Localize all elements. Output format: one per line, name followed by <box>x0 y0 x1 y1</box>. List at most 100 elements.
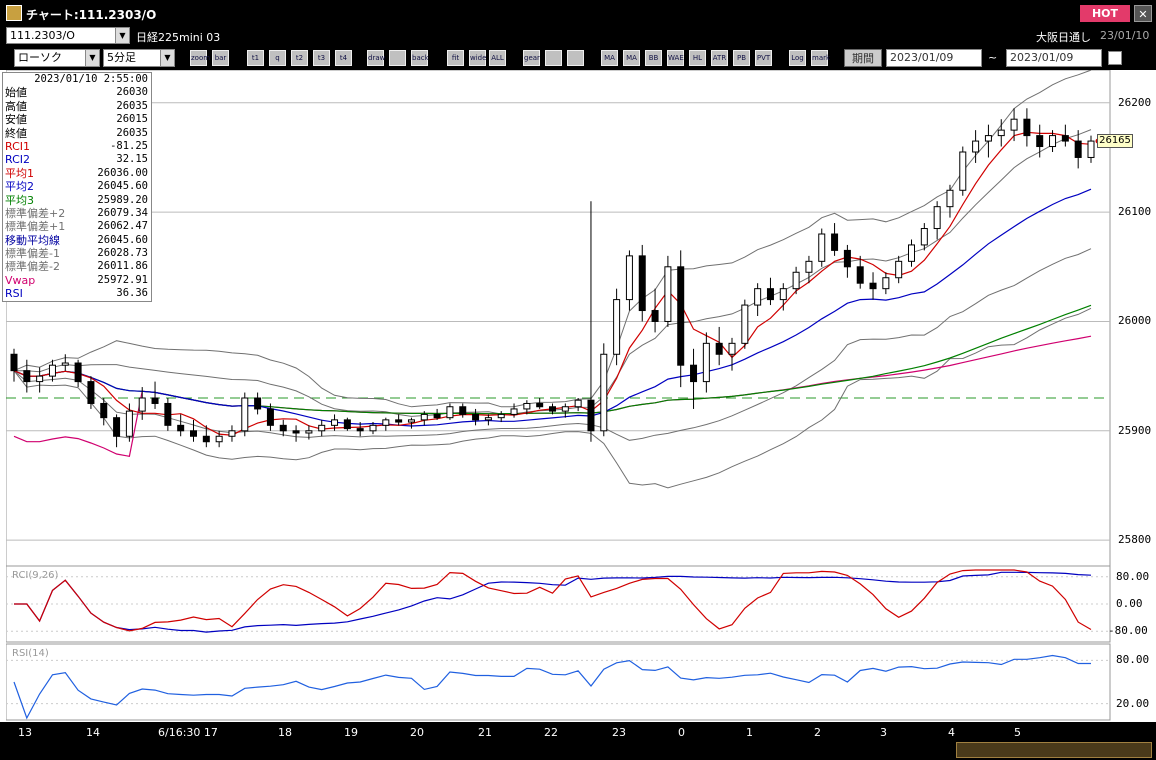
toolbar-t4-button[interactable]: t4 <box>335 50 352 66</box>
candle-body <box>959 151 967 191</box>
chevron-down-icon[interactable]: ▼ <box>160 50 174 66</box>
info-row: 標準偏差-1 26028.73 <box>3 247 151 260</box>
info-label: 標準偏差-2 <box>5 260 60 274</box>
candle-body <box>1023 118 1031 137</box>
candle-body <box>1010 118 1018 131</box>
period-select[interactable]: 5分足 ▼ <box>103 49 175 67</box>
exchange-name: 大阪日通し <box>1036 31 1091 44</box>
candle-body <box>254 397 262 410</box>
period-range-button[interactable]: 期間 <box>844 49 882 67</box>
candle-body <box>61 362 69 366</box>
candle-body <box>754 288 762 306</box>
candle-body <box>574 399 582 408</box>
candle-body <box>241 397 249 432</box>
candle-body <box>382 419 390 426</box>
toolbar-back-button[interactable]: back <box>411 50 429 66</box>
date-to-value: 2023/01/09 <box>1010 51 1074 64</box>
chevron-down-icon[interactable]: ▼ <box>85 50 99 66</box>
toolbar-pvt-button[interactable]: PVT <box>755 50 772 66</box>
candle-body <box>677 266 685 366</box>
toolbar-t2-button[interactable]: t2 <box>291 50 308 66</box>
info-row: 高値 26035 <box>3 100 151 113</box>
toolbar-all-button[interactable]: ALL <box>489 50 506 66</box>
title-bar[interactable]: チャート:111.2303/O HOT ✕ <box>0 0 1156 26</box>
time-axis-label: 14 <box>86 726 100 739</box>
info-value: 26028.73 <box>97 247 148 260</box>
info-label: 平均1 <box>5 166 34 180</box>
candle-body <box>625 255 633 301</box>
candle-body <box>818 233 826 262</box>
date-from-field[interactable]: 2023/01/09 <box>886 49 982 67</box>
close-icon[interactable]: ✕ <box>1134 5 1152 22</box>
info-label: RCI1 <box>5 139 31 153</box>
toolbar-t1-button[interactable]: t1 <box>247 50 264 66</box>
candle-body <box>587 399 595 432</box>
toolbar-cursor-button[interactable] <box>389 50 406 66</box>
window-title: チャート:111.2303/O <box>26 8 157 22</box>
bollinger-lower2-line <box>13 307 1092 489</box>
toolbar-bar-button[interactable]: bar <box>212 50 229 66</box>
price-axis-label: 26000 <box>1118 314 1152 328</box>
price-chart[interactable]: RCI(9,26) RSI(14) <box>6 70 1156 760</box>
toolbar-wae-button[interactable]: WAE <box>667 50 684 66</box>
candle-body <box>984 135 992 142</box>
rsi-line <box>13 654 1091 720</box>
info-row: 平均1 26036.00 <box>3 167 151 180</box>
toolbar-draw-button[interactable]: draw <box>367 50 385 66</box>
toolbar-zoom-button[interactable]: zoom <box>190 50 210 66</box>
toolbar-wide-button[interactable]: wide <box>469 50 486 66</box>
candle-body <box>113 417 121 437</box>
chevron-down-icon[interactable]: ▼ <box>115 28 129 43</box>
candle-body <box>459 406 467 415</box>
toolbar-log-button[interactable]: Log <box>789 50 806 66</box>
candle-body <box>920 228 928 246</box>
candle-body <box>292 430 300 434</box>
rci-fast-line <box>14 569 1092 632</box>
instrument-name: 日経225mini 03 <box>136 31 221 44</box>
toolbar-pb-button[interactable]: PB <box>733 50 750 66</box>
candle-body <box>549 406 556 412</box>
toolbar-q-button[interactable]: q <box>269 50 286 66</box>
candle-body <box>318 424 326 432</box>
candle-body <box>510 408 518 415</box>
info-value: -81.25 <box>110 139 148 152</box>
horizontal-scrollbar[interactable] <box>956 742 1152 758</box>
toolbar-t3-button[interactable]: t3 <box>313 50 330 66</box>
toolbar-hl-button[interactable]: HL <box>689 50 706 66</box>
info-value: 26030 <box>116 86 148 99</box>
candle-body <box>946 189 954 208</box>
info-label: 標準偏差+1 <box>5 220 66 234</box>
symbol-input[interactable]: 111.2303/O ▼ <box>6 27 130 44</box>
candle-body <box>100 402 108 419</box>
candle-body <box>523 402 531 410</box>
date-to-field[interactable]: 2023/01/09 <box>1006 49 1102 67</box>
toolbar-atr-button[interactable]: ATR <box>711 50 728 66</box>
info-label: 移動平均線 <box>5 233 60 247</box>
toolbar-gear-button[interactable]: gear <box>523 50 540 66</box>
option-checkbox[interactable] <box>1108 51 1122 65</box>
toolbar-wrench-button[interactable] <box>545 50 562 66</box>
info-value: 26045.60 <box>97 233 148 246</box>
chart-type-select[interactable]: ローソク ▼ <box>14 49 100 67</box>
candle-body <box>1036 135 1044 148</box>
toolbar-mark-button[interactable]: mark <box>811 50 830 66</box>
toolbar-bb-button[interactable]: BB <box>645 50 662 66</box>
toolbar-ma-button[interactable]: MA <box>623 50 640 66</box>
info-label: RSI <box>5 287 23 301</box>
candle-body <box>395 419 403 423</box>
time-axis-label: 3 <box>880 726 887 739</box>
hot-button[interactable]: HOT <box>1080 5 1130 22</box>
toolbar-fit-button[interactable]: fit <box>447 50 464 66</box>
candle-body <box>997 129 1005 137</box>
candle-body <box>690 364 698 383</box>
candle-body <box>356 428 364 432</box>
price-axis-label: 26100 <box>1118 205 1152 219</box>
toolbar-ma-button[interactable]: MA <box>601 50 618 66</box>
candle-body <box>190 430 197 437</box>
toolbar-color-button[interactable] <box>567 50 584 66</box>
info-datetime: 2023/01/10 2:55:00 <box>34 73 148 85</box>
info-panel: 2023/01/10 2:55:00 始値 26030 高値 26035 安値 26015… <box>2 72 152 302</box>
rsi-panel-frame <box>6 643 1111 721</box>
candle-body <box>1049 135 1057 148</box>
info-label: 安値 <box>5 113 27 127</box>
